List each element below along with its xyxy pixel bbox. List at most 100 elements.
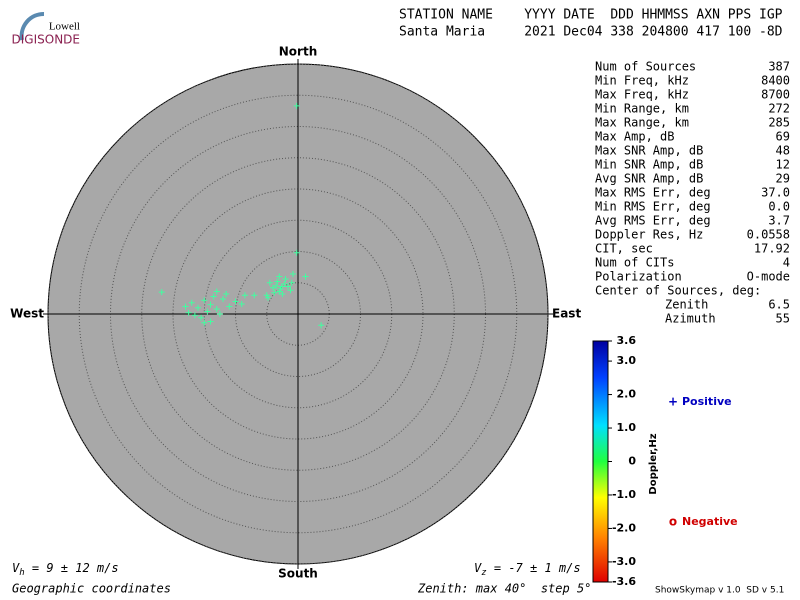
stat-label: Zenith xyxy=(665,298,708,312)
header-line: Santa Maria 2021 Dec04 338 204800 417 10… xyxy=(399,25,783,40)
stat-value: 48 xyxy=(776,144,790,158)
source-point xyxy=(207,318,214,325)
stat-label: Doppler Res, Hz xyxy=(595,228,703,242)
source-point xyxy=(251,292,258,299)
stat-label: Min Range, km xyxy=(595,102,689,116)
colorbar xyxy=(592,340,609,583)
colorbar-label: Doppler,Hz xyxy=(648,433,659,494)
direction-label: West xyxy=(10,307,44,321)
source-point xyxy=(226,303,233,310)
source-point xyxy=(276,288,283,295)
source-point xyxy=(158,289,165,296)
vz-v: V xyxy=(474,561,482,575)
legend-label: Negative xyxy=(682,515,738,528)
stat-label: Max Range, km xyxy=(595,116,689,130)
source-point xyxy=(270,284,276,291)
stat-label: Min Freq, kHz xyxy=(595,74,689,88)
stat-label: Num of CITs xyxy=(595,256,674,270)
vh: Vh = 9 ± 12 m/s xyxy=(12,561,119,578)
colorbar-tick-label: -2.0 xyxy=(612,521,636,534)
stat-label: Avg RMS Err, deg xyxy=(595,214,711,228)
colorbar-tick-label: 0 xyxy=(628,455,636,468)
vh-text: = 9 ± 12 m/s xyxy=(25,561,119,575)
source-point xyxy=(207,301,214,308)
zenith-info: Zenith: max 40° step 5° xyxy=(417,582,591,596)
vz: Vz = -7 ± 1 m/s xyxy=(474,561,581,578)
stat-value: 285 xyxy=(768,116,790,130)
vz-sub: z xyxy=(481,568,486,578)
source-point xyxy=(273,282,280,289)
stat-label: Max RMS Err, deg xyxy=(595,186,711,200)
source-point xyxy=(274,278,281,285)
vh-v: V xyxy=(12,561,20,575)
legend-label: Positive xyxy=(682,395,732,408)
source-point xyxy=(182,303,189,310)
stat-value: 55 xyxy=(776,312,790,326)
source-point xyxy=(223,291,230,297)
stat-label: Min SNR Amp, dB xyxy=(595,158,703,172)
header-line: STATION NAME YYYY DATE DDD HHMMSS AXN PP… xyxy=(399,8,783,23)
stat-value: 8400 xyxy=(761,74,790,88)
legend-marker: o xyxy=(669,515,677,529)
source-point xyxy=(265,294,271,301)
stat-value: 12 xyxy=(776,158,790,172)
stat-value: O-mode xyxy=(747,270,790,284)
source-point xyxy=(318,322,325,329)
stat-value: 29 xyxy=(776,172,790,186)
stat-value: 69 xyxy=(776,130,790,144)
source-point xyxy=(195,304,201,311)
source-point xyxy=(185,309,192,316)
colorbar-tick-label: 3.6 xyxy=(617,334,637,347)
colorbar-tick-label: -1.0 xyxy=(612,488,636,501)
stat-value: 387 xyxy=(768,60,790,74)
stat-label: Azimuth xyxy=(665,312,716,326)
stat-value: 6.5 xyxy=(768,298,790,312)
source-point xyxy=(204,308,211,315)
colorbar-tick-label: 1.0 xyxy=(617,421,637,434)
vz-text: = -7 ± 1 m/s xyxy=(487,561,581,575)
stat-label: Max SNR Amp, dB xyxy=(595,144,703,158)
logo-top: Lowell xyxy=(49,21,80,33)
stat-value: 0.0 xyxy=(768,200,790,214)
source-point xyxy=(213,306,220,312)
source-point xyxy=(210,293,217,300)
source-point xyxy=(191,312,198,319)
colorbar-tick-label: 2.0 xyxy=(617,388,637,401)
source-point xyxy=(213,288,220,295)
source-point xyxy=(302,273,309,280)
source-point xyxy=(288,279,295,286)
logo-arc xyxy=(19,11,45,41)
stat-label: Max Amp, dB xyxy=(595,130,674,144)
logo-bottom: DIGISONDE xyxy=(12,33,80,47)
stat-label: Avg SNR Amp, dB xyxy=(595,172,703,186)
stat-value: 3.7 xyxy=(768,214,790,228)
colorbar-tick-label: -3.0 xyxy=(612,555,636,568)
stat-label: Polarization xyxy=(595,270,682,284)
stat-label: Num of Sources xyxy=(595,60,696,74)
coords: Geographic coordinates xyxy=(12,582,171,596)
source-point xyxy=(293,102,300,109)
stat-label: Max Freq, kHz xyxy=(595,88,689,102)
vh-sub: h xyxy=(19,568,24,578)
source-point xyxy=(290,271,296,277)
stat-value: 4 xyxy=(783,256,790,270)
source-point xyxy=(201,319,208,326)
source-point xyxy=(201,297,208,304)
source-point xyxy=(232,298,239,305)
source-point xyxy=(279,291,286,297)
source-point xyxy=(266,279,273,286)
stat-value: 0.0558 xyxy=(747,228,790,242)
colorbar-tick-label: -3.6 xyxy=(612,575,636,588)
source-point xyxy=(285,283,291,290)
stat-label: Min RMS Err, deg xyxy=(595,200,711,214)
source-point xyxy=(287,287,294,294)
stat-value: 37.0 xyxy=(761,186,790,200)
source-point xyxy=(188,299,195,306)
stat-label: CIT, sec xyxy=(595,242,653,256)
direction-label: East xyxy=(552,307,581,321)
stat-label: Center of Sources, deg: xyxy=(595,284,761,298)
source-point xyxy=(278,283,285,290)
source-point xyxy=(276,273,283,280)
source-point xyxy=(238,301,245,307)
